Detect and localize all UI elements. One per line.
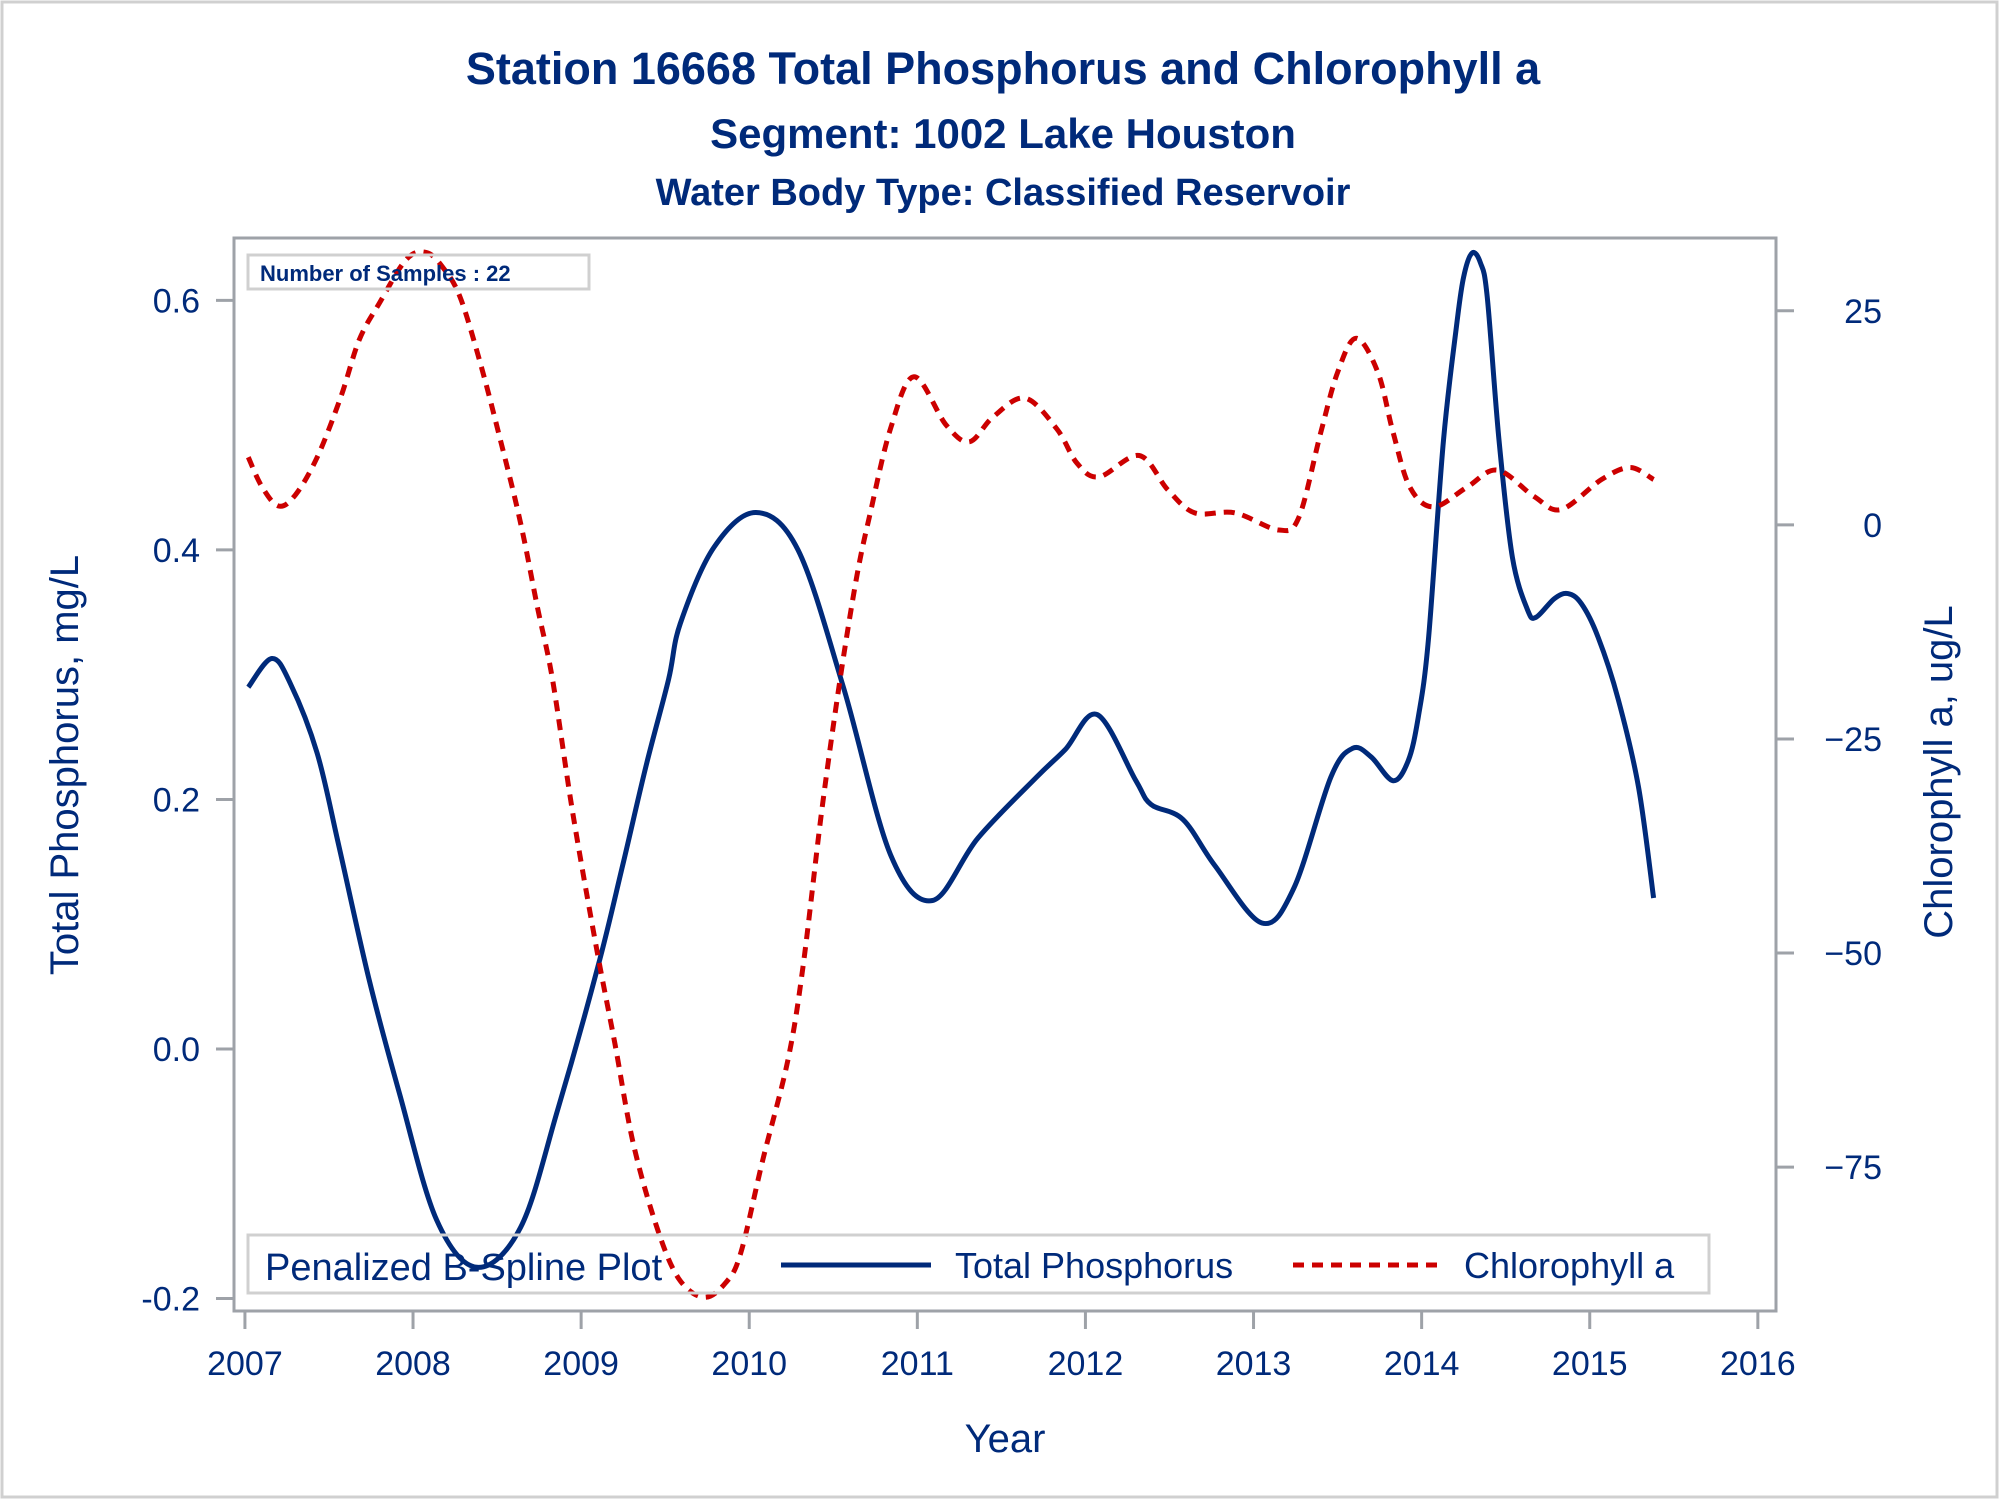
y-tick-label: 0.4 — [153, 532, 200, 570]
y2-tick-label: 0 — [1863, 507, 1882, 545]
y2-axis-label: Chlorophyll a, ug/L — [1917, 605, 1961, 939]
x-axis: 2007 2008 2009 2010 2011 2012 2013 2014 2015 2016 — [207, 1311, 1796, 1383]
series-line-chlorophyll-a — [246, 249, 1655, 1300]
x-tick-label: 2016 — [1720, 1345, 1796, 1383]
x-tick-label: 2010 — [711, 1345, 787, 1383]
y-tick-label: 0.0 — [153, 1031, 200, 1069]
y2-tick-label: −50 — [1824, 935, 1882, 973]
x-tick-label: 2011 — [881, 1345, 954, 1383]
x-tick-label: 2013 — [1216, 1345, 1292, 1383]
series-layer — [246, 249, 1657, 1300]
x-tick-label: 2012 — [1048, 1345, 1124, 1383]
y-axis-label: Total Phosphorus, mg/L — [43, 555, 87, 975]
series-line-total-phosphorus — [246, 249, 1657, 1270]
y-tick-label: -0.2 — [141, 1281, 200, 1319]
sample-count-text: Number of Samples : 22 — [260, 261, 511, 286]
legend-box — [246, 1233, 1711, 1295]
y-tick-label: 0.2 — [153, 781, 200, 819]
legend-label-total-phosphorus: Total Phosphorus — [955, 1245, 1233, 1286]
sample-count-inset: Number of Samples : 22 — [246, 253, 591, 291]
legend-label-chlorophyll-a: Chlorophyll a — [1464, 1245, 1675, 1286]
plot-frame — [232, 236, 1778, 1313]
y2-tick-label: −75 — [1824, 1149, 1882, 1187]
legend-title: Penalized B-Spline Plot — [265, 1247, 663, 1289]
legend: Penalized B-Spline Plot Total Phosphorus… — [246, 1233, 1711, 1295]
y-axis-left: -0.2 0.0 0.2 0.4 0.6 — [141, 282, 234, 1319]
chart-subtitle: Segment: 1002 Lake Houston — [710, 110, 1296, 157]
y2-tick-label: 25 — [1844, 293, 1882, 331]
x-tick-label: 2008 — [375, 1345, 451, 1383]
x-tick-label: 2009 — [543, 1345, 619, 1383]
x-tick-label: 2007 — [207, 1345, 283, 1383]
x-tick-label: 2015 — [1552, 1345, 1628, 1383]
chart-subtitle-2: Water Body Type: Classified Reservoir — [656, 172, 1351, 214]
x-tick-label: 2014 — [1384, 1345, 1460, 1383]
x-axis-label: Year — [965, 1417, 1046, 1461]
chart-title: Station 16668 Total Phosphorus and Chlor… — [466, 43, 1541, 94]
y2-tick-label: −25 — [1824, 721, 1882, 759]
sample-count-box — [246, 253, 591, 291]
y-axis-right: −75 −50 −25 0 25 — [1776, 293, 1882, 1187]
y-tick-label: 0.6 — [153, 282, 200, 320]
